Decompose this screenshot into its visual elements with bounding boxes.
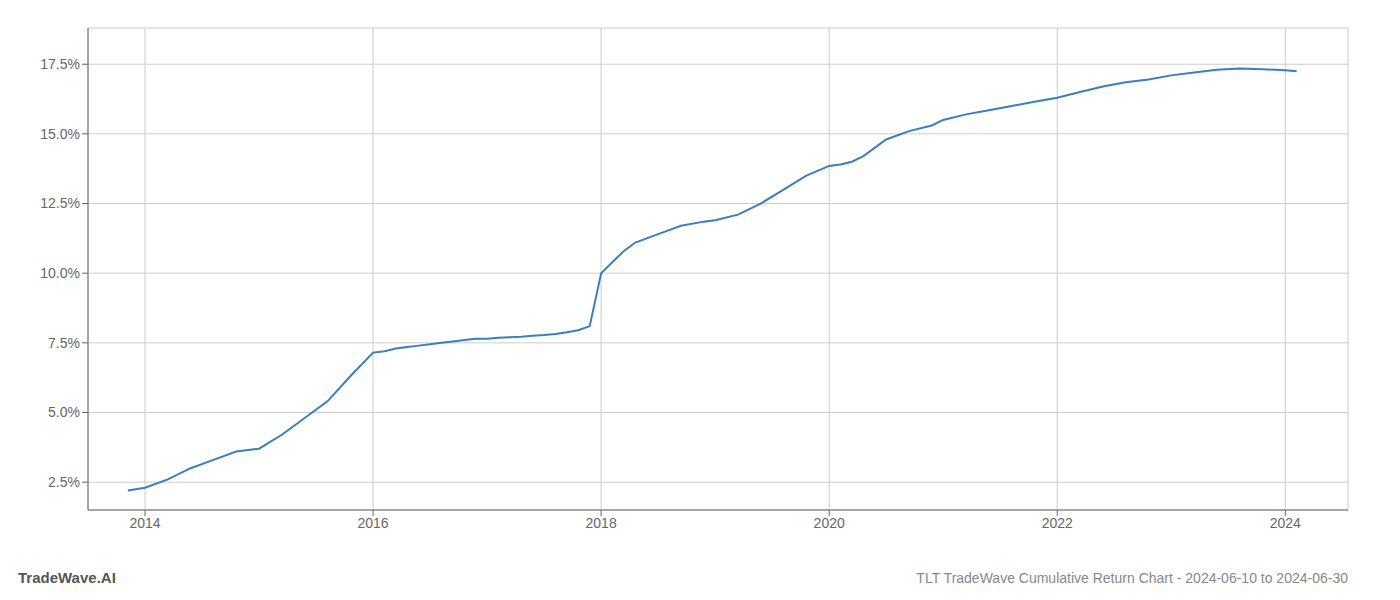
- svg-text:2022: 2022: [1042, 515, 1073, 531]
- svg-text:10.0%: 10.0%: [40, 265, 80, 281]
- svg-text:2016: 2016: [357, 515, 388, 531]
- svg-text:2014: 2014: [129, 515, 160, 531]
- svg-text:12.5%: 12.5%: [40, 195, 80, 211]
- svg-text:2.5%: 2.5%: [48, 474, 80, 490]
- svg-text:2024: 2024: [1270, 515, 1301, 531]
- svg-text:2018: 2018: [586, 515, 617, 531]
- html-text:TradeWave.AI: TradeWave.AI: [18, 569, 116, 586]
- svg-text:2020: 2020: [814, 515, 845, 531]
- svg-text:7.5%: 7.5%: [48, 335, 80, 351]
- svg-text:17.5%: 17.5%: [40, 56, 80, 72]
- html-text:TLT TradeWave Cumulative Retur: TLT TradeWave Cumulative Return Chart - …: [916, 570, 1348, 586]
- svg-text:5.0%: 5.0%: [48, 404, 80, 420]
- svg-text:15.0%: 15.0%: [40, 126, 80, 142]
